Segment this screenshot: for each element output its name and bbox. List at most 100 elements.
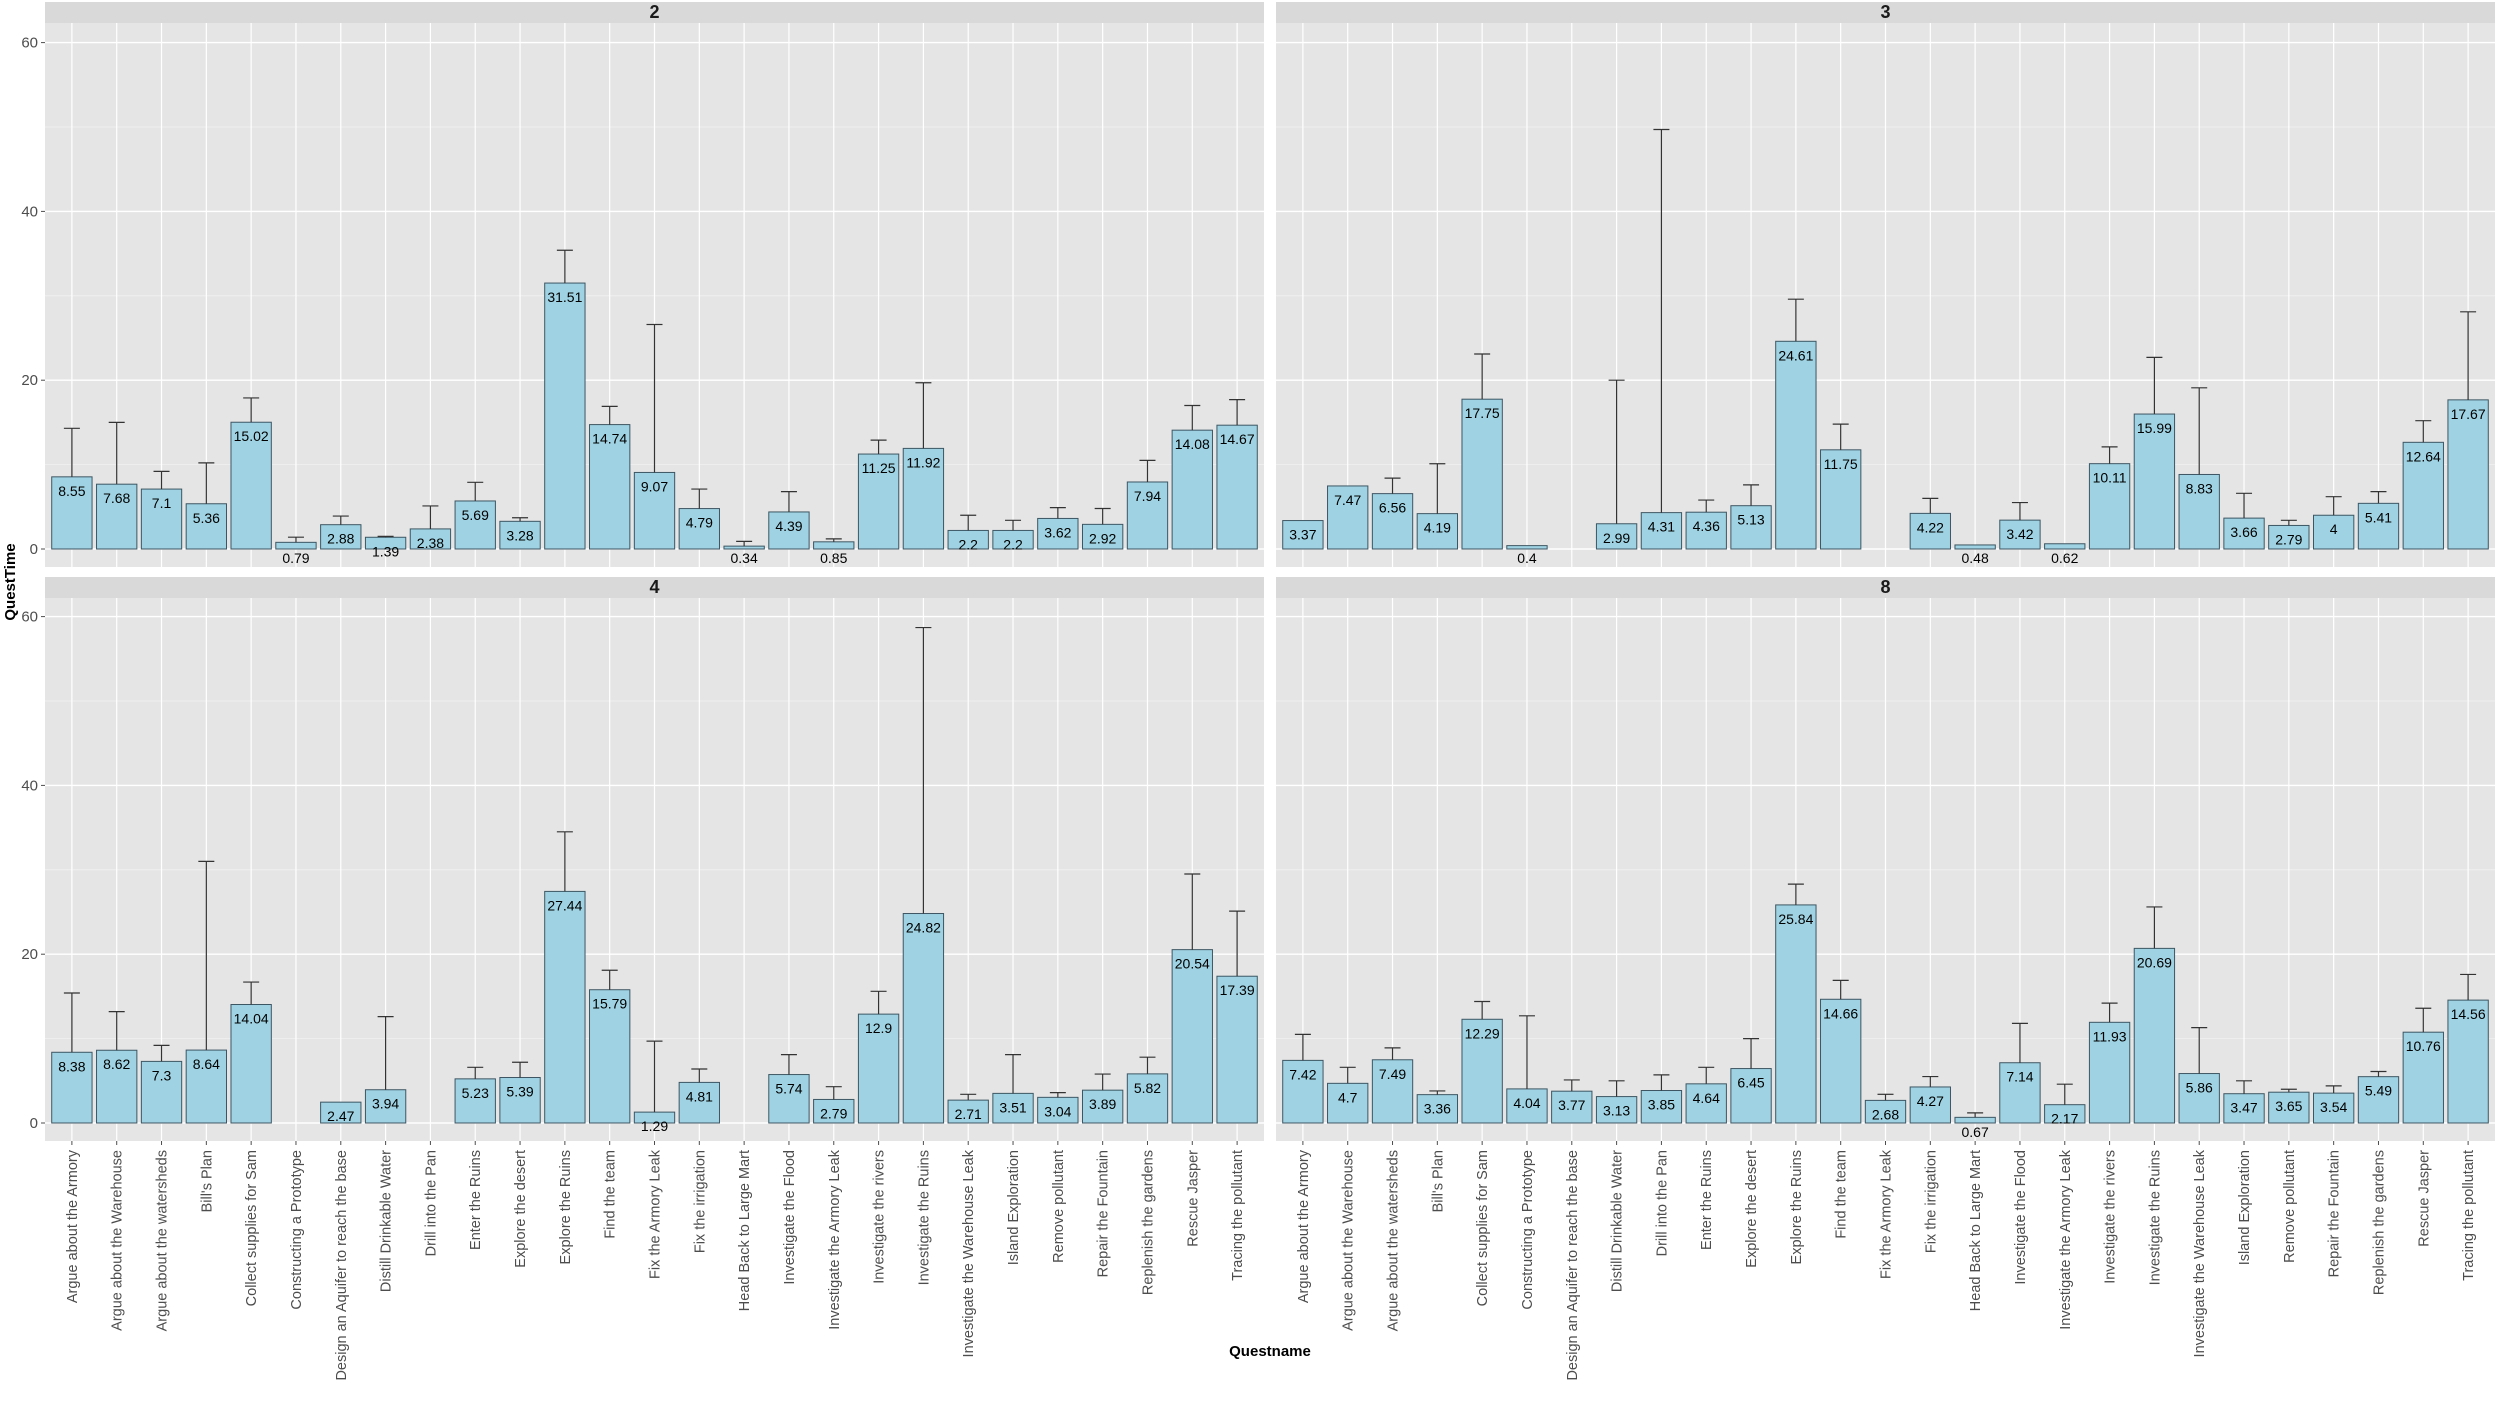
facet-panel-3: 3 3.37 7.47 6.56 4.19 17.75 0.4 2.99 4.31 4.36 5.1… (1276, 2, 2495, 567)
bar (2447, 399, 2489, 550)
bar-value-label: 4.04 (1513, 1095, 1540, 1111)
bar-value-label: 5.74 (775, 1081, 802, 1097)
bar-value-label: 5.23 (462, 1085, 489, 1101)
bar-value-label: 8.55 (58, 483, 85, 499)
bar-value-label: 0.48 (1962, 550, 1989, 566)
bar (2088, 1021, 2131, 1124)
bar (2044, 543, 2086, 550)
bar-value-label: 7.3 (152, 1067, 172, 1083)
bar-value-label: 24.82 (906, 920, 941, 936)
x-tick-label: Drill into the Pan (1654, 1150, 1670, 1256)
x-tick-label: Constructing a Prototype (1520, 1150, 1536, 1310)
bar-value-label: 3.94 (372, 1096, 399, 1112)
bar (2178, 473, 2220, 550)
bar-value-label: 3.65 (2275, 1098, 2302, 1114)
bar-value-label: 27.44 (547, 897, 582, 913)
bar (1126, 1073, 1169, 1124)
bar-value-label: 14.04 (234, 1011, 269, 1027)
bar-value-label: 3.13 (1603, 1103, 1630, 1119)
x-tick-label: Island Exploration (1006, 1150, 1022, 1265)
x-tick-label: Rescue Jasper (2416, 1150, 2432, 1247)
bar-value-label: 4.79 (686, 515, 713, 531)
x-tick-label: Explore the Ruins (1789, 1150, 1805, 1264)
x-tick-label: Constructing a Prototype (289, 1150, 305, 1310)
x-tick-label: Tracing the pollutant (2461, 1150, 2477, 1281)
bar (1081, 1089, 1124, 1124)
bar-value-label: 2.88 (327, 531, 354, 547)
x-tick-label: Argue about the Armory (65, 1149, 81, 1303)
x-tick-label: Rescue Jasper (1185, 1150, 1201, 1247)
bar-value-label: 0.67 (1962, 1124, 1989, 1140)
x-tick-label: Drill into the Pan (423, 1150, 439, 1256)
bar-value-label: 4.36 (1693, 518, 1720, 534)
bar-value-label: 3.89 (1089, 1096, 1116, 1112)
bar-value-label: 7.47 (1334, 492, 1361, 508)
bar-value-label: 17.75 (1465, 405, 1500, 421)
x-tick-label: Argue about the watersheds (155, 1150, 171, 1331)
bar-value-label: 3.85 (1648, 1097, 1675, 1113)
x-tick-label: Investigate the rivers (2103, 1150, 2119, 1284)
bar (902, 913, 945, 1124)
x-tick-label: Fix the irrigation (1923, 1150, 1939, 1253)
bar (1282, 1059, 1324, 1124)
bar (51, 1051, 93, 1124)
x-tick-label: Explore the desert (513, 1150, 529, 1268)
bar-value-label: 3.28 (506, 527, 533, 543)
bar-value-label: 4.7 (1338, 1089, 1358, 1105)
bar (1461, 398, 1503, 550)
bar-value-label: 5.69 (462, 507, 489, 523)
bar-value-label: 2.92 (1089, 530, 1116, 546)
y-tick-label: 0 (30, 1115, 38, 1132)
x-tick-label: Repair the Fountain (2327, 1150, 2343, 1277)
bar-value-label: 2.38 (417, 535, 444, 551)
x-tick-label: Collect supplies for Sam (244, 1150, 260, 1306)
bar (275, 541, 317, 550)
bar-value-label: 14.66 (1823, 1005, 1858, 1021)
x-tick-label: Bill's Plan (1430, 1150, 1446, 1212)
bar (768, 511, 810, 550)
bar (454, 500, 496, 550)
bar (2312, 514, 2355, 550)
x-tick-label: Tracing the pollutant (1230, 1150, 1246, 1281)
bar-value-label: 14.67 (1220, 431, 1255, 447)
bar-value-label: 5.82 (1134, 1080, 1161, 1096)
facet-strip (1276, 577, 2495, 598)
bar (1685, 511, 1727, 550)
x-tick-label: Investigate the Armory Leak (827, 1149, 843, 1329)
x-tick-label: Replenish the gardens (1140, 1150, 1156, 1295)
bar (1216, 975, 1258, 1124)
bar-value-label: 9.07 (641, 478, 668, 494)
x-tick-label: Enter the Ruins (468, 1150, 484, 1250)
bar (633, 471, 676, 550)
x-axis-title: Questname (1229, 1343, 1311, 1360)
x-tick-label: Investigate the Ruins (916, 1150, 932, 1285)
bar-value-label: 11.93 (2093, 1028, 2127, 1044)
bar-value-label: 3.54 (2320, 1099, 2347, 1115)
bar (1730, 505, 1772, 550)
bar (1685, 1083, 1727, 1124)
bar-value-label: 5.39 (506, 1084, 533, 1100)
x-tick-label: Investigate the Armory Leak (2058, 1149, 2074, 1329)
bar-value-label: 7.94 (1134, 488, 1161, 504)
bar (2402, 1031, 2444, 1124)
bar-value-label: 15.99 (2137, 420, 2172, 436)
bar-value-label: 8.38 (58, 1058, 85, 1074)
bar-value-label: 4.81 (686, 1088, 713, 1104)
x-tick-label: Find the team (1834, 1150, 1850, 1239)
x-tick-label: Distill Drinkable Water (379, 1150, 395, 1292)
bar (2312, 1092, 2355, 1124)
bar (1171, 429, 1213, 550)
bar-value-label: 8.83 (2186, 480, 2213, 496)
bar (185, 503, 228, 550)
bar-value-label: 4.27 (1917, 1093, 1944, 1109)
bar (1775, 340, 1817, 550)
bar (1216, 424, 1258, 550)
bar (2357, 502, 2400, 550)
bar-value-label: 31.51 (547, 289, 582, 305)
bar (544, 890, 586, 1124)
x-tick-label: Fix the Armory Leak (1879, 1149, 1895, 1279)
bar (1820, 449, 1862, 550)
bar (230, 1004, 272, 1124)
bar-value-label: 3.04 (1044, 1103, 1071, 1119)
bar-value-label: 14.08 (1175, 436, 1210, 452)
